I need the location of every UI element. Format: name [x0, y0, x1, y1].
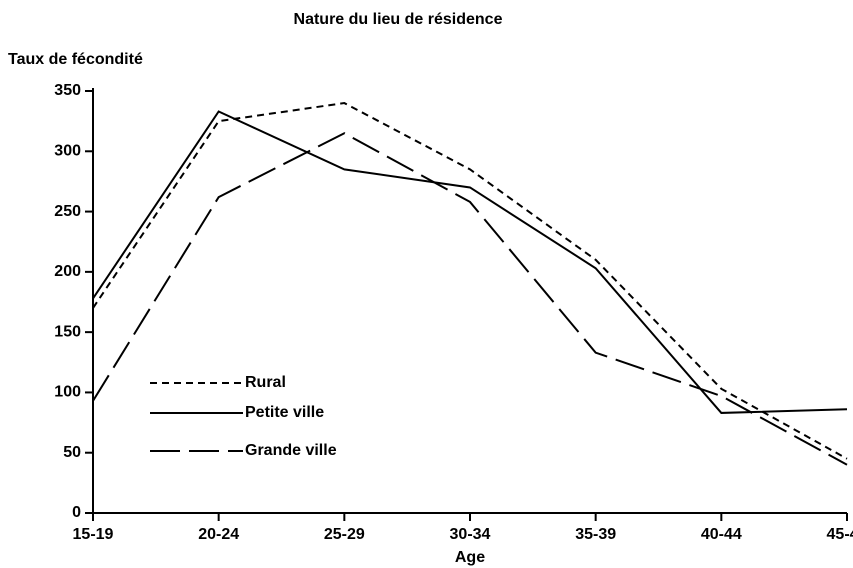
y-tick-label: 100 — [54, 384, 81, 401]
series-line — [92, 110, 848, 414]
y-axis-label: Taux de fécondité — [8, 51, 143, 68]
y-tick-label: 250 — [54, 203, 81, 220]
legend-label: Rural — [245, 374, 286, 391]
x-tick-label: 45-49 — [827, 526, 853, 543]
chart-title: Nature du lieu de résidence — [294, 11, 503, 28]
y-tick-label: 300 — [54, 143, 81, 160]
y-tick-label: 0 — [72, 504, 81, 521]
y-tick-label: 50 — [63, 444, 81, 461]
x-tick-label: 25-29 — [324, 526, 365, 543]
x-tick-label: 20-24 — [198, 526, 239, 543]
y-tick-label: 200 — [54, 263, 81, 280]
x-axis-label: Age — [455, 549, 485, 566]
legend-label: Grande ville — [245, 442, 337, 459]
y-tick-label: 150 — [54, 323, 81, 340]
y-tick-label: 350 — [54, 82, 81, 99]
x-tick-label: 35-39 — [575, 526, 616, 543]
series-line — [92, 102, 848, 460]
series-line — [92, 132, 848, 466]
x-tick-label: 30-34 — [450, 526, 491, 543]
x-tick-label: 40-44 — [701, 526, 742, 543]
x-tick-label: 15-19 — [73, 526, 114, 543]
legend-label: Petite ville — [245, 404, 324, 421]
